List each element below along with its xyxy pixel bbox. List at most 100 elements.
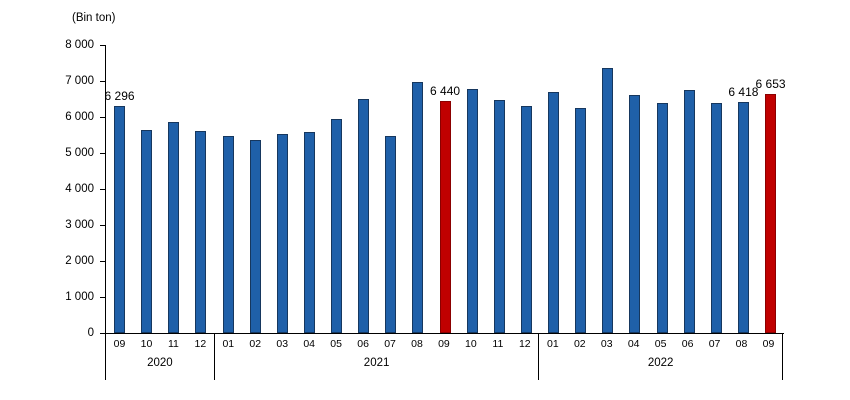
bar-value-label: 6 418 [728, 84, 759, 99]
y-tick-label: 2 000 [65, 255, 94, 267]
month-label: 11 [167, 338, 179, 350]
bar-slot [459, 45, 486, 333]
bar [276, 134, 288, 333]
bar [602, 68, 614, 333]
bar [520, 105, 532, 333]
bar [493, 100, 505, 333]
y-tick-label: 6 000 [65, 111, 94, 123]
bar [412, 82, 424, 333]
month-label: 06 [357, 338, 369, 350]
month-label: 03 [600, 338, 613, 350]
month-label: 02 [249, 338, 262, 350]
month-label: 01 [546, 338, 559, 350]
bar [222, 135, 234, 333]
month-label: 11 [492, 338, 504, 350]
month-label: 04 [303, 338, 316, 350]
bar [548, 91, 560, 333]
bar-slot: 6 296 [104, 45, 135, 333]
bar-value-label: 6 440 [430, 84, 461, 99]
bar [575, 108, 587, 333]
bar-slot [621, 45, 648, 333]
bar-slot [269, 45, 296, 333]
bar [358, 98, 370, 333]
bar [385, 135, 397, 333]
year-label: 2022 [647, 357, 674, 369]
unit-label: (Bin ton) [72, 12, 116, 24]
bar-slot [160, 45, 187, 333]
bar-slot [215, 45, 242, 333]
highlight-bar [765, 93, 777, 333]
year-group: 01 02 03 04 05 06 07 08 09 10 11 12 2021 [215, 334, 540, 380]
bar [629, 94, 641, 333]
month-label: 03 [276, 338, 289, 350]
month-label: 09 [438, 338, 450, 350]
bar [114, 106, 126, 333]
bar-slot [594, 45, 621, 333]
bar-slot [377, 45, 404, 333]
month-label: 12 [194, 338, 207, 350]
month-label: 02 [573, 338, 586, 350]
bar-slot [242, 45, 269, 333]
bar-slot [540, 45, 567, 333]
bar-slot [676, 45, 703, 333]
bar-slot [567, 45, 594, 333]
bar [656, 102, 668, 333]
y-tick-label: 0 [87, 327, 94, 339]
bar [303, 132, 315, 333]
bar-slot [323, 45, 350, 333]
bar-slot [703, 45, 730, 333]
bar-slot [133, 45, 160, 333]
bar-slot [486, 45, 513, 333]
bar-slot: 6 440 [430, 45, 461, 333]
year-label: 2021 [363, 357, 390, 369]
highlight-bar [439, 101, 451, 333]
month-labels-row: 01 02 03 04 05 06 07 08 09 10 11 12 [215, 334, 539, 353]
y-tick-label: 4 000 [65, 183, 94, 195]
y-tick-label: 7 000 [65, 75, 94, 87]
bar-slot: 6 418 [728, 45, 759, 333]
month-label: 10 [140, 338, 153, 350]
bar-slot [187, 45, 214, 333]
bar-value-label: 6 296 [104, 89, 135, 104]
plot-area: 6 296 6 440 6 418 6 653 [104, 45, 786, 334]
month-label: 10 [465, 338, 477, 350]
bar-slot [296, 45, 323, 333]
y-tick-label: 3 000 [65, 219, 94, 231]
month-label: 05 [330, 338, 342, 350]
month-label: 05 [654, 338, 667, 350]
y-tick-label: 1 000 [65, 291, 94, 303]
month-label: 06 [681, 338, 694, 350]
month-label: 08 [735, 338, 748, 350]
month-label: 07 [708, 338, 721, 350]
year-group: 09 10 11 12 2020 [105, 334, 215, 380]
month-label: 09 [762, 338, 775, 350]
bar [168, 122, 180, 333]
bar [710, 102, 722, 333]
year-group: 01 02 03 04 05 06 07 08 09 2022 [539, 334, 783, 380]
y-tick-label: 8 000 [65, 39, 94, 51]
bar-value-label: 6 653 [755, 76, 786, 91]
bar [141, 129, 153, 333]
month-label: 12 [518, 338, 531, 350]
x-axis: 09 10 11 12 2020 01 02 03 04 05 06 07 08 09 10 11 12 2021… [105, 334, 783, 380]
month-label: 04 [627, 338, 640, 350]
bar-slot [404, 45, 431, 333]
month-labels-row: 01 02 03 04 05 06 07 08 09 [539, 334, 782, 353]
month-label: 01 [222, 338, 235, 350]
bar [249, 140, 261, 333]
bar [466, 88, 478, 333]
bar [683, 89, 695, 333]
bar-slot [513, 45, 540, 333]
month-labels-row: 09 10 11 12 [106, 334, 214, 353]
bar [331, 118, 343, 333]
bar-slot [350, 45, 377, 333]
bar-slot [649, 45, 676, 333]
bar-slot: 6 653 [755, 45, 786, 333]
month-label: 08 [411, 338, 423, 350]
year-label: 2020 [147, 357, 173, 369]
bar [195, 130, 207, 333]
month-label: 07 [384, 338, 396, 350]
month-label: 09 [113, 338, 126, 350]
bar [737, 101, 749, 333]
